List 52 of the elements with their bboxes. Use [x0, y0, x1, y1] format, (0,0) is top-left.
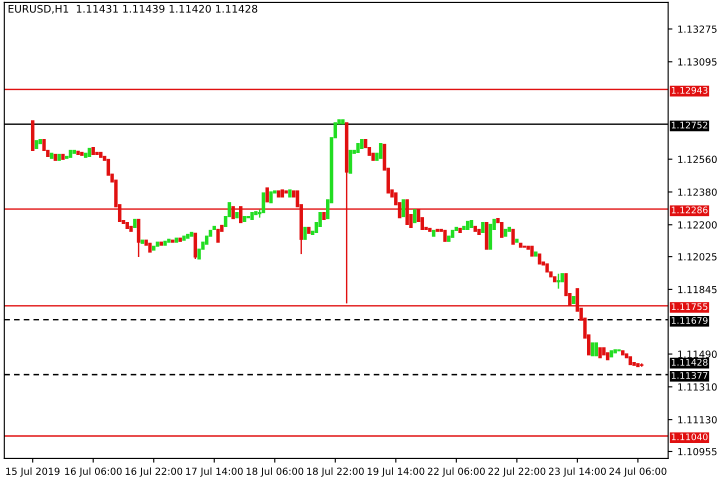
candlestick [402, 199, 406, 218]
x-tick-label: 24 Jul 06:00 [609, 467, 666, 477]
ref-line-label: 1.12286 [672, 206, 708, 214]
candlestick [530, 246, 534, 257]
x-tick-label: 22 Jul 06:00 [428, 467, 485, 477]
candlestick [594, 342, 598, 356]
candlestick [348, 150, 352, 174]
ref-line-label: 1.12752 [672, 122, 708, 129]
candlestick [538, 254, 542, 264]
y-tick-label: 1.11845 [678, 286, 717, 294]
y-tick-label: 1.10955 [678, 448, 717, 456]
y-tick-label: 1.12560 [678, 156, 717, 164]
candlestick [265, 187, 269, 202]
candlestick [303, 226, 307, 240]
ref-line-label: 1.11755 [672, 303, 708, 310]
ref-line-label: 1.11377 [672, 372, 708, 379]
y-tick-label: 1.13095 [678, 58, 717, 66]
x-tick-label: 15 Jul 2019 [6, 467, 60, 477]
y-tick-label: 1.11310 [678, 383, 717, 391]
candlestick [443, 230, 447, 242]
ref-line-label: 1.11040 [672, 433, 708, 440]
candlestick [481, 222, 485, 233]
x-tick-label: 17 Jul 14:00 [186, 467, 243, 477]
y-tick-label: 1.12200 [678, 221, 717, 229]
candlestick [216, 228, 220, 243]
candlestick [556, 273, 560, 290]
candlestick [194, 232, 198, 260]
chart-title: EURUSD,H1 1.11431 1.11439 1.11420 1.11428 [8, 4, 258, 14]
x-tick-label: 23 Jul 14:00 [548, 467, 606, 477]
candlestick [262, 192, 266, 214]
y-tick-label: 1.11130 [678, 416, 717, 424]
x-tick-label: 16 Jul 06:00 [65, 467, 122, 477]
candlestick [413, 209, 416, 224]
x-tick-label: 22 Jul 22:00 [488, 467, 546, 477]
x-tick-label: 18 Jul 06:00 [246, 467, 304, 477]
x-tick-label: 18 Jul 22:00 [307, 467, 364, 477]
y-tick-label: 1.12025 [678, 253, 717, 260]
candlestick [598, 347, 602, 358]
y-tick-label: 1.13275 [678, 25, 717, 33]
candlestick [378, 142, 382, 159]
ref-line-label: 1.11679 [672, 317, 708, 324]
candlestick [269, 191, 273, 204]
ref-line-label: 1.12943 [672, 86, 708, 94]
text: 1.11428 [672, 358, 708, 366]
y-tick-label: 1.11490 [678, 350, 717, 358]
candlestick [136, 218, 140, 258]
x-tick-label: 16 Jul 22:00 [126, 467, 182, 477]
y-tick-label: 1.12380 [678, 188, 717, 196]
candlestick [590, 342, 594, 356]
x-tick-label: 19 Jul 14:00 [368, 467, 424, 477]
candlestick [500, 222, 504, 238]
candlestick [511, 228, 515, 245]
